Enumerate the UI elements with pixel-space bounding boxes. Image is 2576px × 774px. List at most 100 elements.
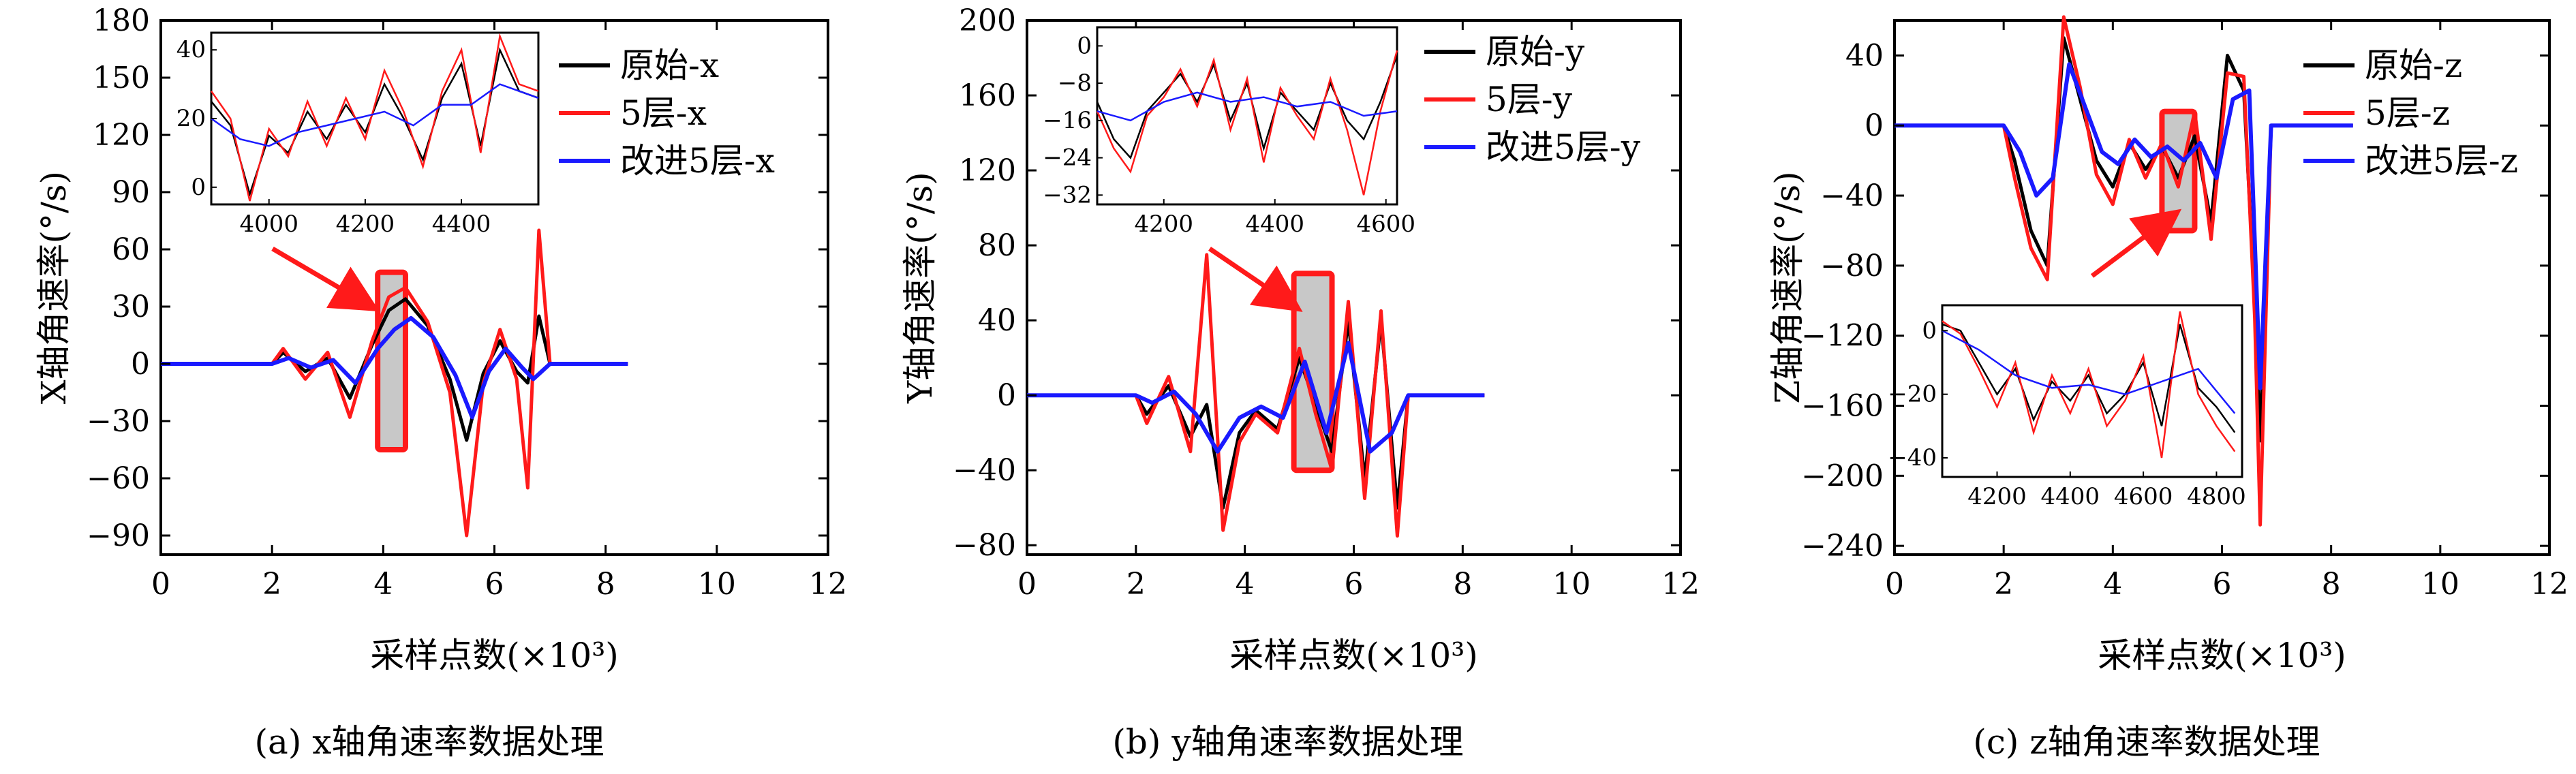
y-tick-label: −90 [87, 518, 150, 553]
y-axis-label: Y轴角速率(°/s) [900, 172, 940, 404]
x-tick-label: 2 [262, 567, 281, 602]
x-tick-label: 6 [1345, 567, 1364, 602]
series-line-x-2 [161, 315, 628, 420]
y-tick-label: 180 [93, 3, 150, 38]
x-tick-label: 10 [698, 567, 736, 602]
y-tick-label: 120 [959, 153, 1016, 188]
y-tick-label: 0 [997, 378, 1016, 413]
inset-y-tick-label: 0 [191, 174, 206, 201]
pointer-arrow-x [271, 246, 380, 312]
series-line-y-2 [1027, 341, 1485, 454]
x-tick-label: 8 [2322, 567, 2341, 602]
inset-y-tick-label: 0 [1922, 317, 1937, 344]
legend-label-0: 原始-y [1486, 32, 1585, 72]
y-tick-label: −240 [1801, 529, 1884, 563]
caption-z: (c) z轴角速率数据处理 [1973, 722, 2320, 762]
legend-label-2: 改进5层-z [2365, 141, 2518, 181]
y-tick-label: −160 [1801, 389, 1884, 424]
y-tick-label: −40 [1820, 179, 1884, 213]
x-tick-label: 12 [809, 567, 847, 602]
caption-y: (b) y轴角速率数据处理 [1112, 722, 1463, 762]
inset-y-tick-label: −24 [1043, 144, 1092, 172]
y-tick-label: 30 [112, 290, 150, 324]
x-tick-label: 4 [2103, 567, 2122, 602]
inset-series-line-2 [211, 83, 539, 147]
y-tick-label: 0 [131, 347, 150, 382]
inset-y-tick-label: −40 [1888, 444, 1937, 471]
inset-y: 4200 4400 4600 0 −8 −16 −24 −32 [1043, 26, 1415, 238]
inset-x-tick-label: 4200 [1967, 483, 2027, 510]
series-line-x-1 [161, 228, 628, 538]
x-tick-label: 10 [2421, 567, 2459, 602]
y-tick-label: −200 [1801, 459, 1884, 493]
legend-label-2: 改进5层-x [620, 141, 775, 181]
x-axis-label: 采样点数(×10³) [1229, 636, 1478, 675]
inset-y-tick-label: 40 [177, 36, 206, 63]
inset-series-line-1 [1096, 50, 1398, 196]
inset-y-tick-label: 0 [1077, 32, 1092, 59]
inset-y-tick-label: 20 [177, 105, 206, 132]
x-tick-label: 0 [1885, 567, 1904, 602]
series-line-z-1 [1895, 15, 2353, 527]
y-tick-label: 40 [1845, 38, 1884, 73]
inset-frame [210, 31, 540, 206]
y-tick-label: −80 [1820, 249, 1884, 283]
chart-panel-y: 0 2 4 6 8 10 12−80−4004080120160200采样点数(×10³)Y… [900, 3, 1700, 675]
inset-x-tick-label: 4400 [2041, 483, 2100, 510]
y-tick-label: 150 [93, 61, 150, 95]
legend-label-1: 5层-y [1486, 80, 1573, 119]
inset-frame [1096, 26, 1398, 206]
y-tick-label: 80 [978, 228, 1016, 263]
x-tick-label: 2 [1994, 567, 2013, 602]
inset-x-tick-label: 4000 [239, 211, 298, 238]
x-tick-label: 4 [1236, 567, 1255, 602]
y-tick-label: 200 [959, 3, 1016, 38]
y-tick-label: 60 [112, 232, 150, 267]
inset-y-tick-label: −32 [1043, 181, 1092, 208]
y-tick-label: 160 [959, 78, 1016, 113]
legend-x: 原始-x 5层-x 改进5层-x [559, 46, 775, 181]
inset-series-line-1 [1942, 311, 2236, 459]
y-tick-label: 40 [978, 303, 1016, 338]
y-tick-label: −60 [87, 461, 150, 496]
y-axis-label: X轴角速率(°/s) [34, 171, 74, 404]
x-tick-label: 8 [1453, 567, 1472, 602]
inset-x-tick-label: 4600 [1356, 211, 1415, 238]
y-tick-label: −30 [87, 404, 150, 439]
legend-label-1: 5层-z [2365, 93, 2450, 133]
x-tick-label: 8 [596, 567, 615, 602]
legend-z: 原始-z 5层-z 改进5层-z [2303, 46, 2518, 181]
y-tick-label: 90 [112, 175, 150, 210]
y-tick-label: −80 [953, 528, 1016, 563]
x-tick-label: 12 [2530, 567, 2569, 602]
inset-z: 4200 4400 4600 4800 0 −20 −40 [1888, 304, 2246, 510]
legend-label-1: 5层-x [620, 93, 707, 133]
y-axis-label: Z轴角速率(°/s) [1768, 171, 1807, 403]
x-tick-label: 0 [1017, 567, 1037, 602]
inset-x-tick-label: 4800 [2187, 483, 2246, 510]
chart-panel-z: 0 2 4 6 8 10 12−240−200−160−120−80−40040采样点数(×… [1768, 15, 2569, 675]
inset-frame [1941, 304, 2243, 478]
inset-x-tick-label: 4200 [336, 211, 395, 238]
inset-series-line-1 [210, 33, 539, 202]
x-tick-label: 10 [1552, 567, 1591, 602]
highlight-box-x [375, 269, 408, 452]
series-line-y-1 [1027, 253, 1485, 538]
inset-x: 4000 4200 4400 0 20 40 [177, 31, 540, 238]
y-tick-label: −120 [1801, 319, 1884, 354]
x-tick-label: 0 [151, 567, 170, 602]
inset-y-tick-label: −16 [1043, 107, 1092, 134]
inset-x-tick-label: 4400 [1245, 211, 1304, 238]
inset-x-tick-label: 4200 [1135, 211, 1194, 238]
pointer-arrow-y [1208, 247, 1303, 312]
x-tick-label: 2 [1126, 567, 1146, 602]
inset-series-line-2 [1942, 330, 2236, 414]
inset-series-line-0 [1942, 323, 2236, 433]
x-tick-label: 12 [1661, 567, 1700, 602]
x-axis-label: 采样点数(×10³) [370, 636, 619, 675]
caption-x: (a) x轴角速率数据处理 [255, 722, 604, 762]
x-tick-label: 6 [485, 567, 504, 602]
inset-x-tick-label: 4600 [2114, 483, 2173, 510]
x-axis-label: 采样点数(×10³) [2098, 636, 2346, 675]
